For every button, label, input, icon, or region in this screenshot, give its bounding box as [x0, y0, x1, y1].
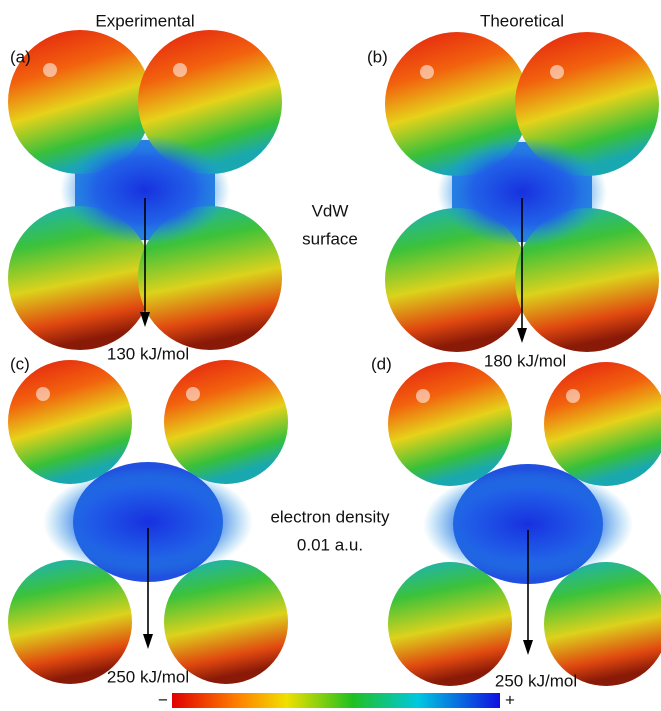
panel-label: (d)	[371, 354, 392, 373]
colorbar-max: +	[505, 690, 515, 709]
panel-label: (b)	[367, 47, 388, 66]
energy-label: 130 kJ/mol	[107, 344, 189, 363]
column-title: Experimental	[95, 11, 194, 30]
annotation: surface	[302, 229, 358, 248]
figure: Experimental Theoretical (a) (b) (c) (d)…	[0, 0, 661, 711]
annotation: electron density	[270, 507, 390, 526]
panel-label: (c)	[10, 354, 30, 373]
energy-label: 250 kJ/mol	[495, 671, 577, 690]
colorbar	[172, 693, 500, 708]
panel-label: (a)	[10, 47, 31, 66]
energy-label: 180 kJ/mol	[484, 351, 566, 370]
annotation: VdW	[312, 201, 349, 220]
surface-map	[388, 362, 661, 686]
annotation: 0.01 a.u.	[297, 535, 363, 554]
colorbar-min: −	[158, 690, 168, 709]
energy-label: 250 kJ/mol	[107, 667, 189, 686]
column-title: Theoretical	[480, 11, 564, 30]
